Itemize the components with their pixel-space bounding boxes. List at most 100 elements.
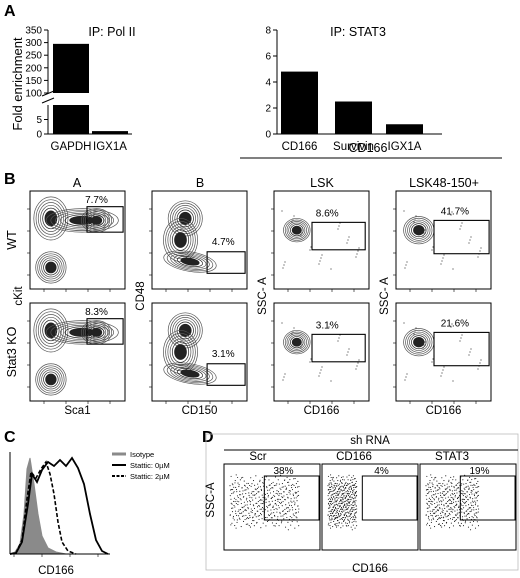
dot-event bbox=[427, 483, 429, 485]
dot-event bbox=[430, 502, 432, 505]
dot-event bbox=[442, 520, 444, 522]
dot-event bbox=[268, 515, 270, 517]
dot-event bbox=[334, 482, 336, 484]
dot-event bbox=[450, 510, 452, 513]
dot-event bbox=[258, 496, 260, 498]
dot-event bbox=[261, 476, 263, 478]
gate-percentage: 41.7% bbox=[441, 207, 469, 218]
dot-event bbox=[458, 491, 460, 493]
dot-event bbox=[242, 490, 244, 492]
dot-event bbox=[253, 491, 255, 493]
dot-event bbox=[341, 510, 343, 513]
dot-event bbox=[333, 520, 335, 523]
dot-event bbox=[348, 483, 350, 485]
flow-event bbox=[469, 351, 471, 353]
fold-enrichment-label: Fold enrichment bbox=[10, 37, 25, 131]
dot-event bbox=[334, 518, 336, 520]
dot-event bbox=[332, 503, 334, 505]
dot-event bbox=[280, 515, 282, 517]
flow-event bbox=[441, 260, 443, 262]
dot-event bbox=[232, 515, 235, 517]
dot-event bbox=[273, 494, 275, 496]
pol2-tick-label: 300 bbox=[25, 38, 42, 49]
flow-plot-frame bbox=[273, 190, 370, 290]
dot-event bbox=[328, 507, 330, 509]
dot-event bbox=[465, 496, 467, 498]
dot-event bbox=[275, 522, 277, 524]
dot-event bbox=[264, 509, 266, 511]
dot-event bbox=[234, 525, 236, 527]
dot-event bbox=[478, 485, 480, 488]
dot-event bbox=[337, 525, 339, 527]
dot-event bbox=[285, 487, 288, 489]
dot-event bbox=[430, 527, 432, 529]
dot-event bbox=[352, 493, 354, 495]
stat3-bars bbox=[281, 71, 423, 134]
dot-event bbox=[470, 510, 472, 512]
dot-event bbox=[435, 520, 437, 523]
dot-event bbox=[231, 483, 233, 485]
dot-event bbox=[344, 492, 346, 494]
flow-contour bbox=[176, 209, 194, 228]
dot-event bbox=[443, 480, 445, 482]
flow-contour bbox=[291, 337, 302, 347]
flow-event bbox=[452, 268, 454, 270]
dot-event bbox=[470, 484, 472, 486]
flow-plot: 8.3% bbox=[27, 302, 126, 404]
dot-event bbox=[432, 484, 434, 486]
dot-event bbox=[329, 519, 331, 521]
dot-event bbox=[249, 526, 252, 528]
dot-event bbox=[442, 499, 444, 501]
dot-event bbox=[342, 493, 344, 495]
dot-event bbox=[328, 517, 330, 519]
dot-event bbox=[347, 500, 349, 502]
dot-event bbox=[346, 499, 348, 502]
pol2-tick-label: 100 bbox=[25, 89, 42, 100]
flow-contour bbox=[37, 253, 65, 282]
isotype-histogram bbox=[9, 457, 67, 555]
flow-contour bbox=[169, 226, 192, 254]
dot-event bbox=[344, 484, 346, 486]
dot-event bbox=[239, 518, 241, 520]
flow-event bbox=[300, 235, 302, 237]
flow-event bbox=[355, 256, 357, 258]
dot-event bbox=[344, 512, 346, 514]
dot-event bbox=[459, 525, 461, 527]
dot-event bbox=[341, 511, 343, 513]
dot-event bbox=[261, 499, 263, 501]
dot-event bbox=[353, 509, 355, 511]
dot-event bbox=[337, 514, 339, 516]
dot-event bbox=[241, 515, 243, 517]
dot-event bbox=[292, 493, 294, 495]
flow-event bbox=[281, 322, 283, 324]
flow-event bbox=[321, 254, 323, 256]
stattic-0um-histogram bbox=[9, 456, 109, 555]
flow-contour bbox=[180, 257, 200, 266]
dot-event bbox=[459, 525, 462, 527]
dot-event bbox=[243, 515, 245, 517]
dot-event bbox=[471, 500, 474, 502]
dot-event bbox=[339, 496, 341, 498]
dot-event bbox=[331, 517, 333, 519]
dot-event bbox=[347, 479, 349, 481]
dot-event bbox=[290, 484, 292, 486]
dot-event bbox=[346, 492, 348, 494]
dot-event bbox=[464, 489, 466, 491]
dot-event bbox=[340, 507, 343, 509]
dot-event bbox=[468, 493, 471, 496]
flow-gate bbox=[311, 333, 366, 363]
flow-event bbox=[432, 246, 434, 248]
dot-event bbox=[246, 497, 248, 499]
dot-event bbox=[267, 507, 269, 509]
dot-event bbox=[431, 515, 434, 517]
dot-event bbox=[240, 512, 242, 515]
dot-event bbox=[260, 488, 262, 491]
dot-event bbox=[298, 525, 300, 527]
dot-event bbox=[352, 518, 354, 520]
dot-event bbox=[351, 516, 353, 519]
dot-event bbox=[349, 513, 352, 515]
flow-contour bbox=[39, 255, 63, 280]
flow-event bbox=[319, 372, 321, 374]
flow-event bbox=[480, 359, 482, 361]
dot-event bbox=[342, 487, 344, 489]
